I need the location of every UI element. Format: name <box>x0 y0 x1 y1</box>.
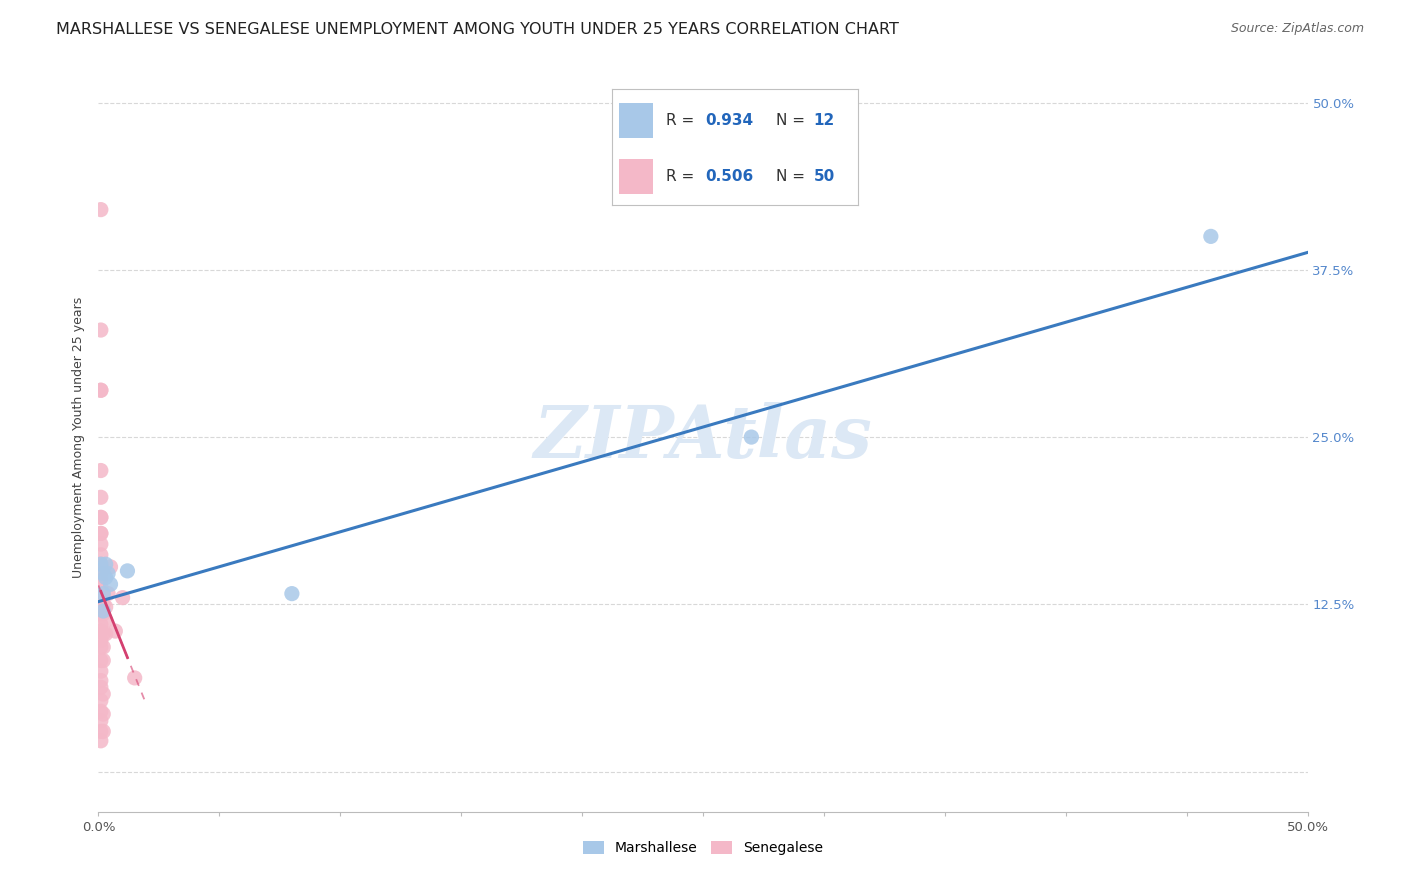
Text: MARSHALLESE VS SENEGALESE UNEMPLOYMENT AMONG YOUTH UNDER 25 YEARS CORRELATION CH: MARSHALLESE VS SENEGALESE UNEMPLOYMENT A… <box>56 22 898 37</box>
Point <box>94 600 117 615</box>
Point <box>91 687 114 701</box>
Text: ZIPAtlas: ZIPAtlas <box>534 401 872 473</box>
Text: 0.934: 0.934 <box>706 113 754 128</box>
Y-axis label: Unemployment Among Youth under 25 years: Unemployment Among Youth under 25 years <box>72 296 86 578</box>
Point <box>91 607 114 621</box>
Text: R =: R = <box>666 113 699 128</box>
Point <box>90 640 112 655</box>
Point <box>100 560 122 574</box>
Text: N =: N = <box>776 113 810 128</box>
Point <box>90 384 112 398</box>
Point <box>90 510 112 524</box>
Point <box>90 537 112 551</box>
Point <box>111 591 134 605</box>
Point <box>104 624 127 639</box>
Point <box>90 694 112 708</box>
Point <box>91 598 114 612</box>
Text: R =: R = <box>666 169 699 184</box>
Point <box>91 706 114 721</box>
Point <box>94 626 117 640</box>
Point <box>100 577 122 591</box>
Point <box>90 714 112 728</box>
Point <box>90 557 112 572</box>
Point <box>1199 229 1222 244</box>
Text: 12: 12 <box>813 113 835 128</box>
Point <box>90 464 112 478</box>
Text: 0.506: 0.506 <box>706 169 754 184</box>
Point <box>90 574 112 588</box>
Point <box>90 526 112 541</box>
Point <box>740 430 762 444</box>
Point <box>91 640 114 655</box>
Point <box>90 548 112 562</box>
Point <box>91 587 114 601</box>
Point <box>90 566 112 581</box>
Point <box>90 557 112 572</box>
Point <box>90 624 112 639</box>
Point <box>90 491 112 505</box>
Legend: Marshallese, Senegalese: Marshallese, Senegalese <box>578 836 828 861</box>
Point <box>90 607 112 621</box>
Point <box>90 580 112 594</box>
Point <box>94 571 117 585</box>
Point <box>91 604 114 618</box>
Text: Source: ZipAtlas.com: Source: ZipAtlas.com <box>1230 22 1364 36</box>
Point <box>90 653 112 667</box>
Point <box>90 600 112 615</box>
Point <box>124 671 146 685</box>
Point <box>90 593 112 607</box>
Point <box>90 384 112 398</box>
Point <box>91 587 114 601</box>
Point <box>90 705 112 719</box>
Point <box>90 587 112 601</box>
Point <box>90 733 112 747</box>
Point <box>90 202 112 217</box>
Point <box>97 566 120 581</box>
FancyBboxPatch shape <box>619 159 654 194</box>
Point <box>94 614 117 628</box>
FancyBboxPatch shape <box>619 103 654 138</box>
Point <box>90 323 112 337</box>
Text: N =: N = <box>776 169 810 184</box>
Point <box>90 724 112 739</box>
Point <box>91 566 114 581</box>
Point <box>91 724 114 739</box>
Text: 50: 50 <box>813 169 835 184</box>
Point <box>91 653 114 667</box>
Point <box>90 673 112 688</box>
Point <box>97 587 120 601</box>
Point <box>94 557 117 572</box>
Point <box>90 510 112 524</box>
Point <box>90 664 112 679</box>
Point <box>281 587 304 601</box>
Point <box>90 617 112 632</box>
Point <box>91 626 114 640</box>
Point <box>117 564 139 578</box>
Point <box>90 633 112 648</box>
Point <box>90 681 112 695</box>
Point <box>90 526 112 541</box>
